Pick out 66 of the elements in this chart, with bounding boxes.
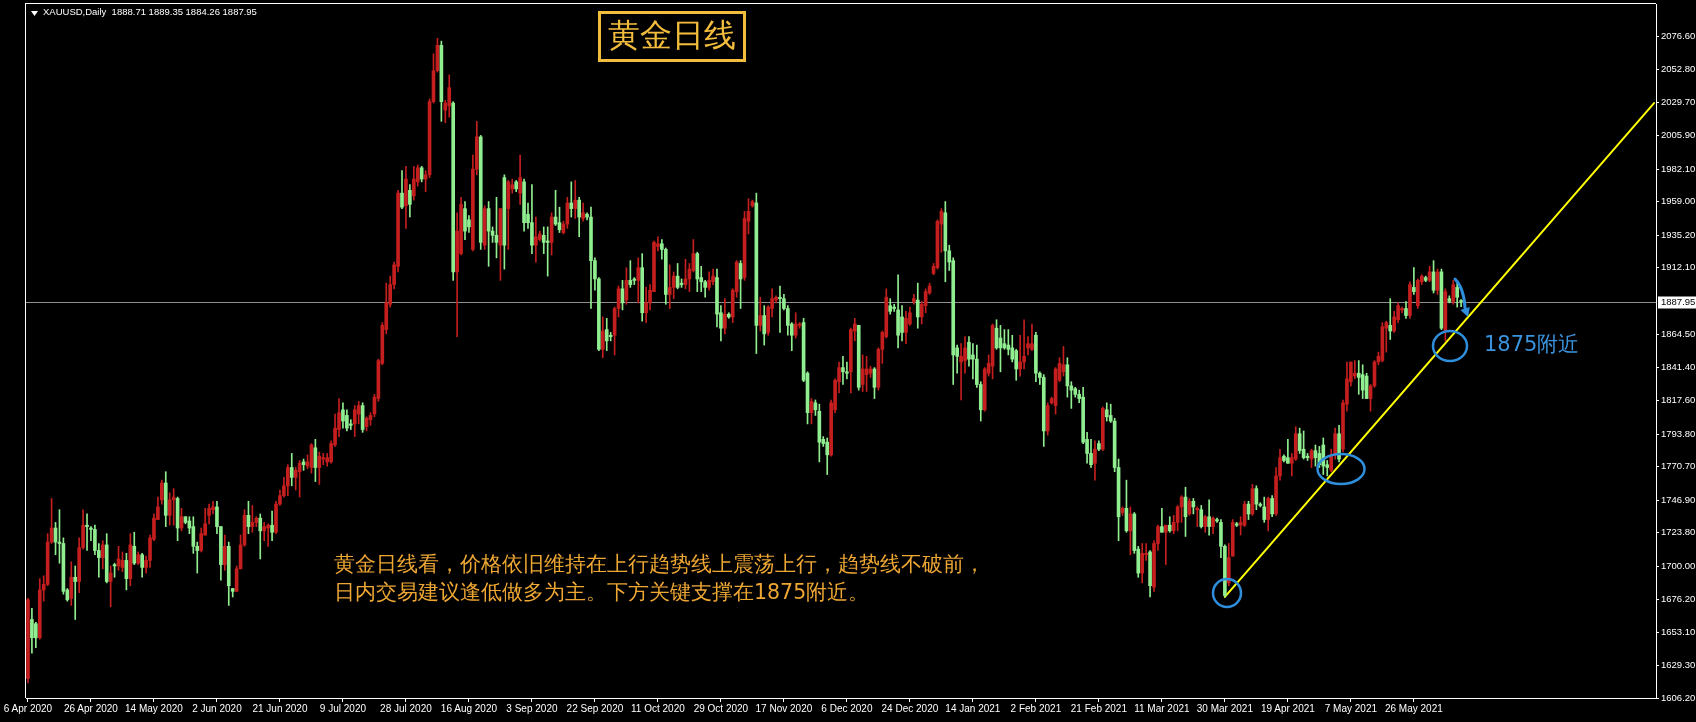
candlestick	[266, 523, 270, 547]
y-tick-label: 1864.50	[1661, 328, 1696, 340]
candlestick	[1356, 360, 1361, 395]
y-tick-label: 1793.80	[1661, 427, 1696, 439]
y-tick-label: 1723.80	[1661, 526, 1696, 538]
candlestick	[569, 181, 574, 218]
annotation: 黄金日线看，价格依旧维持在上行趋势线上震荡上行，趋势线不破前，日内交易建议逢低做多为主。下方关键支撑在1875附近。	[334, 551, 986, 606]
x-tick-label: 14 May 2020	[125, 702, 184, 714]
candlestick	[534, 216, 538, 263]
x-tick-label: 11 Mar 2021	[1134, 702, 1191, 714]
x-tick-label: 7 May 2021	[1324, 702, 1378, 714]
x-tick-label: 9 Jul 2020	[319, 702, 367, 714]
annotation: 1875附近	[1484, 331, 1580, 358]
candlestick	[573, 180, 578, 219]
x-tick-label: 3 Sep 2020	[506, 702, 558, 714]
chart-title: 黄金日线	[598, 11, 746, 62]
y-tick-label: 1912.10	[1661, 261, 1696, 273]
candlestick	[667, 264, 672, 309]
candlestick	[608, 332, 613, 342]
y-tick-label: 1606.20	[1661, 691, 1696, 703]
y-tick-label: 1817.60	[1661, 394, 1696, 406]
y-tick-label: 2005.90	[1661, 129, 1696, 141]
y-tick-label: 1770.70	[1661, 460, 1696, 472]
x-tick-label: 29 Oct 2020	[693, 702, 749, 714]
y-tick-label: 1629.30	[1661, 659, 1696, 671]
x-tick-label: 21 Feb 2021	[1070, 702, 1128, 714]
x-tick-label: 30 Mar 2021	[1196, 702, 1254, 714]
candlestick	[321, 453, 326, 466]
x-tick-label: 6 Dec 2020	[821, 702, 873, 714]
x-tick-label: 26 May 2021	[1384, 702, 1444, 714]
y-tick-label: 1700.00	[1661, 559, 1696, 571]
annotation: XAUUSD,Daily 1888.71 1889.35 1884.26 1887.95	[43, 6, 257, 17]
x-tick-label: 16 Aug 2020	[440, 702, 498, 714]
x-tick-label: 26 Apr 2020	[64, 702, 119, 714]
x-tick-label: 22 Sep 2020	[566, 702, 624, 714]
x-tick-label: 2 Jun 2020	[192, 702, 243, 714]
x-tick-label: 19 Apr 2021	[1260, 702, 1316, 714]
y-tick-label: 1653.10	[1661, 625, 1696, 637]
x-tick-label: 28 Jul 2020	[380, 702, 433, 714]
y-tick-label: 2076.60	[1661, 29, 1696, 41]
y-tick-label: 1959.00	[1661, 195, 1696, 207]
candlestick	[85, 513, 89, 551]
y-tick-label: 2052.80	[1661, 63, 1696, 75]
y-tick-label: 2029.70	[1661, 95, 1696, 107]
y-tick-label: 1841.40	[1661, 360, 1696, 372]
candlestick	[1412, 267, 1416, 295]
ref-line-label: 1887.95	[1661, 296, 1696, 308]
candlestick	[841, 356, 845, 385]
x-tick-label: 11 Oct 2020	[631, 702, 686, 714]
y-tick-label: 1676.20	[1661, 593, 1696, 605]
y-tick-label: 1746.90	[1661, 493, 1696, 505]
x-tick-label: 14 Jan 2021	[945, 702, 1001, 714]
candlestick	[348, 419, 353, 430]
x-tick-label: 17 Nov 2020	[755, 702, 813, 714]
y-tick-label: 1982.10	[1661, 162, 1696, 174]
x-tick-label: 2 Feb 2021	[1010, 702, 1062, 714]
candlestick	[1352, 360, 1357, 380]
x-tick-label: 21 Jun 2020	[252, 702, 308, 714]
candlestick	[545, 226, 550, 277]
candlestick	[73, 565, 78, 620]
x-tick-label: 6 Apr 2020	[3, 702, 53, 714]
candlestick	[1163, 524, 1168, 565]
candlestick	[778, 285, 782, 333]
candlestick	[1195, 506, 1200, 527]
x-tick-label: 24 Dec 2020	[881, 702, 939, 714]
y-tick-label: 1935.20	[1661, 228, 1696, 240]
